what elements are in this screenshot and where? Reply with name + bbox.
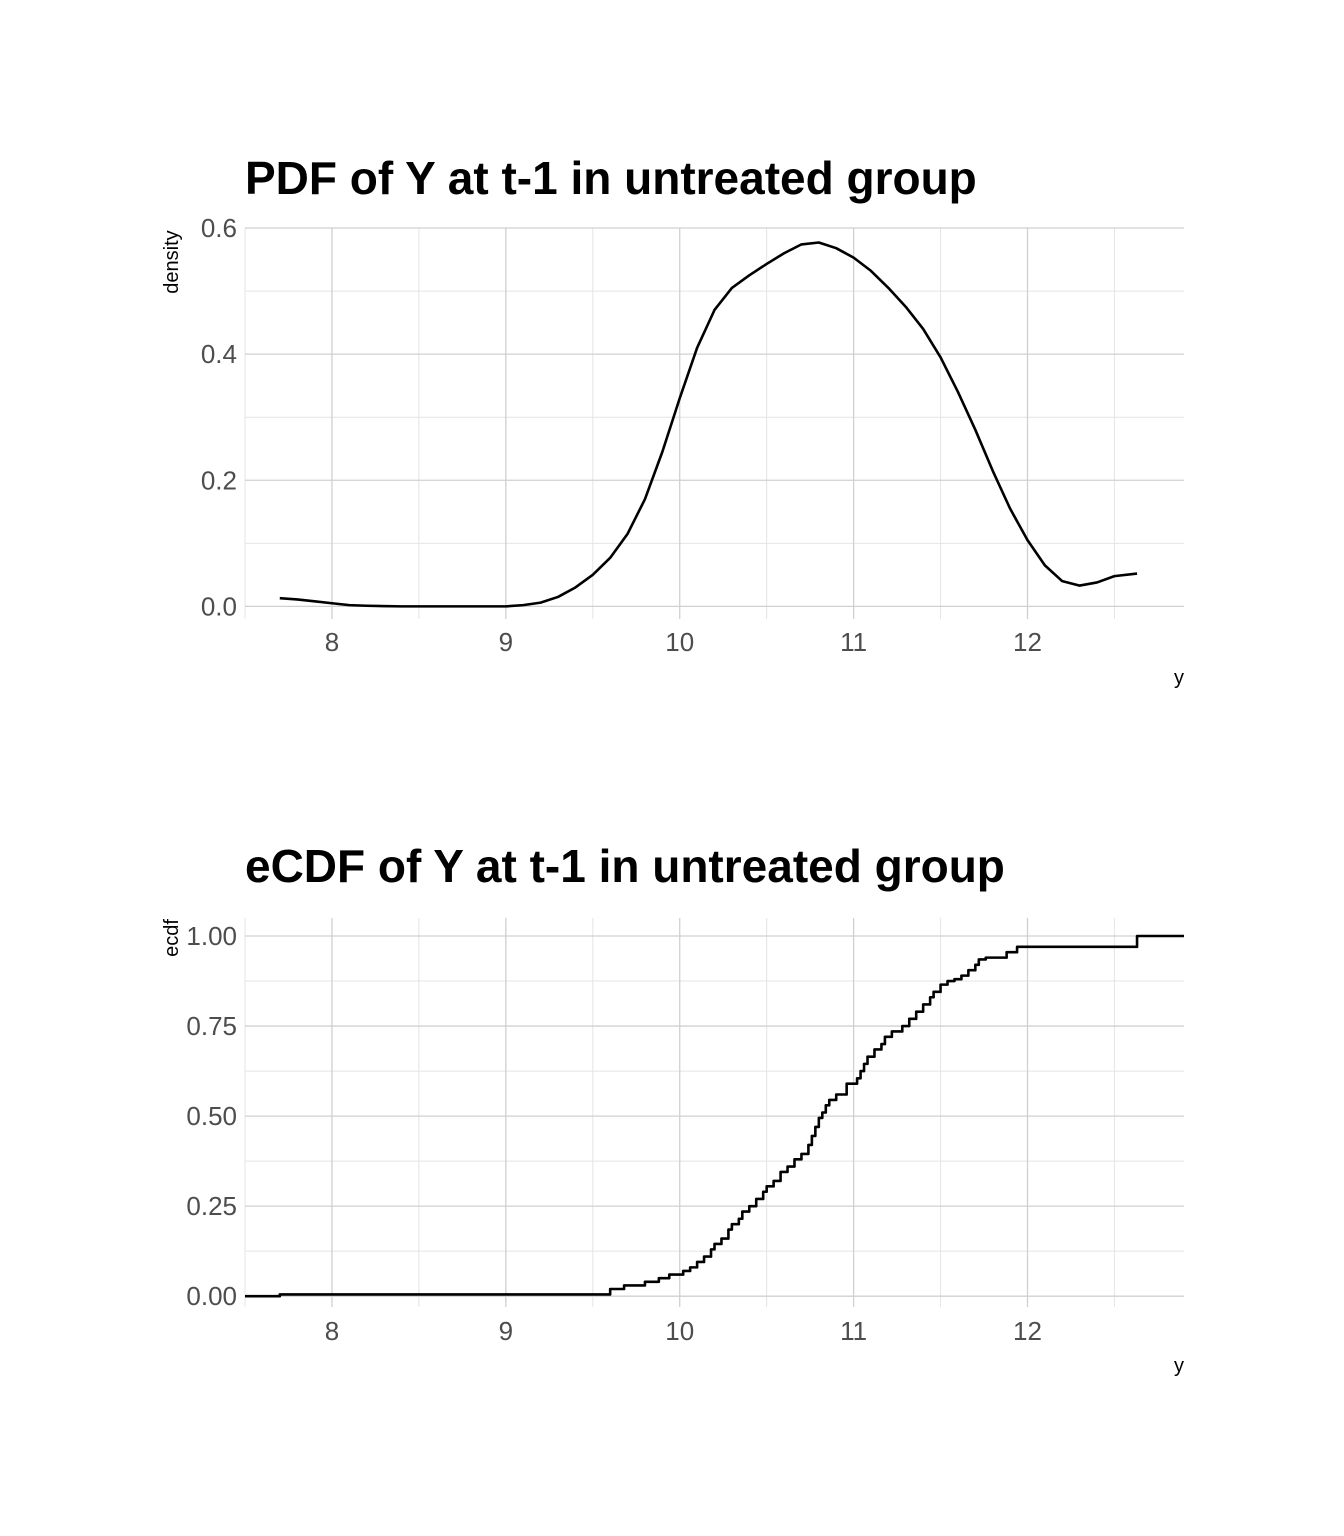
ecdf-x-tick-labels: 8 9 10 11 12 xyxy=(325,1316,1042,1346)
y-tick-label: 0.0 xyxy=(201,591,237,621)
pdf-gridlines xyxy=(244,227,1184,619)
ecdf-x-axis-label: y xyxy=(1174,1355,1184,1377)
ecdf-panel: eCDF of Y at t-1 in untreated group 0.00… xyxy=(161,840,1184,1377)
x-tick-label: 8 xyxy=(325,1316,339,1346)
y-tick-label: 0.4 xyxy=(201,339,237,369)
ecdf-title: eCDF of Y at t-1 in untreated group xyxy=(245,840,1005,892)
x-tick-label: 9 xyxy=(499,1316,513,1346)
pdf-panel: PDF of Y at t-1 in untreated group 0.00.… xyxy=(161,152,1184,689)
ecdf-y-tick-labels: 0.00 0.25 0.50 0.75 1.00 xyxy=(186,921,237,1311)
x-tick-label: 8 xyxy=(325,627,339,657)
pdf-x-tick-labels: 8 9 10 11 12 xyxy=(325,627,1042,657)
ecdf-gridlines xyxy=(244,918,1184,1307)
y-tick-label: 0.25 xyxy=(186,1191,237,1221)
pdf-y-axis-label: density xyxy=(161,230,183,293)
y-tick-label: 1.00 xyxy=(186,921,237,951)
pdf-y-tick-labels: 0.0 0.2 0.4 0.6 xyxy=(201,213,237,621)
ecdf-y-axis-label: ecdf xyxy=(161,919,183,957)
x-tick-label: 11 xyxy=(840,1316,867,1346)
x-tick-label: 12 xyxy=(1013,627,1042,657)
y-tick-label: 0.2 xyxy=(201,465,237,495)
y-tick-label: 0.50 xyxy=(186,1101,237,1131)
y-tick-label: 0.75 xyxy=(186,1011,237,1041)
x-tick-label: 10 xyxy=(665,1316,694,1346)
y-tick-label: 0.00 xyxy=(186,1281,237,1311)
x-tick-label: 11 xyxy=(840,627,867,657)
x-tick-label: 9 xyxy=(499,627,513,657)
pdf-density-line xyxy=(279,241,1138,608)
pdf-title: PDF of Y at t-1 in untreated group xyxy=(245,152,977,204)
x-tick-label: 12 xyxy=(1013,1316,1042,1346)
pdf-x-axis-label: y xyxy=(1174,667,1184,689)
y-tick-label: 0.6 xyxy=(201,213,237,243)
x-tick-label: 10 xyxy=(665,627,694,657)
ecdf-step-line xyxy=(245,934,1184,1298)
